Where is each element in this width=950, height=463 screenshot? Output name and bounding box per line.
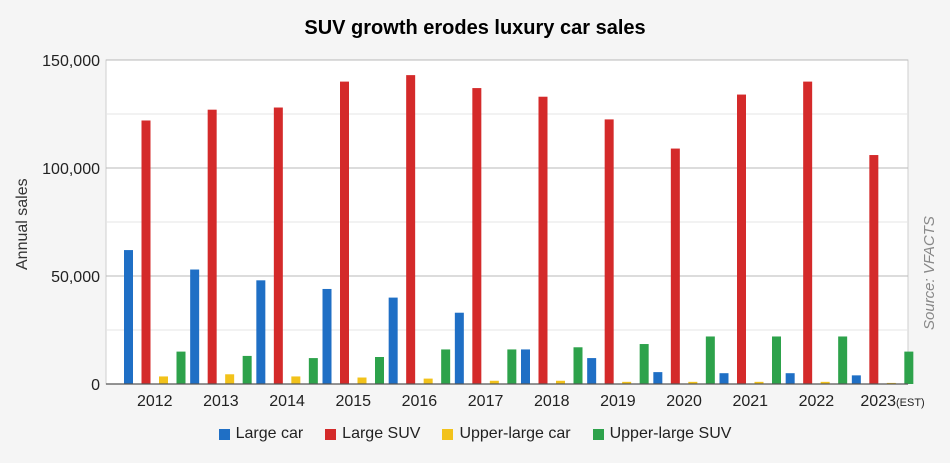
- bar-large-suv-2015: [340, 81, 349, 384]
- bar-upper-large-car-2022: [820, 381, 830, 384]
- x-tick-label: 2014: [269, 393, 305, 410]
- x-tick-label: 2023(EST): [860, 393, 924, 410]
- bar-upper-large-car-2021: [754, 381, 764, 384]
- bar-large-suv-2018: [538, 96, 548, 384]
- bar-large-car-2016: [388, 297, 398, 384]
- y-tick-label: 150,000: [42, 53, 100, 70]
- legend-label: Large car: [235, 425, 304, 442]
- bar-large-suv-2020: [670, 148, 680, 384]
- bar-upper-large-suv-2015: [375, 357, 384, 384]
- bar-large-suv-2022: [803, 81, 813, 384]
- bar-large-suv-2012: [141, 120, 151, 384]
- bar-large-suv-2017: [472, 88, 482, 384]
- bar-upper-large-suv-2013: [242, 355, 252, 384]
- bar-large-suv-2014: [273, 107, 283, 385]
- bar-large-suv-2019: [604, 119, 614, 385]
- bar-upper-large-suv-2017: [507, 349, 517, 384]
- bar-large-suv-2016: [406, 75, 416, 385]
- y-tick-label: 100,000: [42, 161, 100, 178]
- legend-swatch: [592, 428, 604, 440]
- bar-upper-large-suv-2021: [772, 336, 781, 384]
- legend-label: Upper-large SUV: [609, 425, 732, 442]
- bar-large-car-2020: [653, 372, 663, 384]
- bar-upper-large-suv-2018: [573, 347, 583, 384]
- bar-large-suv-2013: [207, 109, 217, 385]
- source-note: Source: VFACTS: [921, 216, 938, 330]
- bar-upper-large-suv-2022: [838, 336, 848, 384]
- legend-swatch: [218, 428, 230, 440]
- bar-large-car-2022: [785, 373, 795, 384]
- bar-large-car-2014: [256, 280, 266, 384]
- bar-large-suv-2021: [737, 94, 746, 384]
- bar-upper-large-suv-2020: [705, 336, 715, 384]
- bar-upper-large-car-2013: [225, 374, 235, 384]
- x-tick-label: 2019: [600, 393, 636, 410]
- x-tick-label: 2017: [468, 393, 504, 410]
- bar-large-car-2013: [190, 269, 200, 384]
- legend-swatch: [442, 428, 454, 440]
- bar-upper-large-car-2014: [291, 376, 301, 384]
- bar-large-suv-2023: [869, 155, 879, 384]
- bar-upper-large-suv-2016: [441, 349, 451, 384]
- legend-label: Large SUV: [342, 425, 421, 442]
- bar-large-car-2023: [851, 375, 861, 384]
- bar-upper-large-suv-2019: [639, 344, 649, 384]
- bar-upper-large-suv-2012: [176, 351, 186, 384]
- x-tick-label: 2013: [203, 393, 239, 410]
- bar-upper-large-car-2015: [357, 377, 367, 384]
- bar-upper-large-car-2016: [423, 378, 433, 384]
- legend-item: Large SUV: [325, 425, 420, 443]
- legend-item: Large car: [218, 425, 304, 443]
- bar-large-car-2017: [454, 312, 464, 384]
- bar-upper-large-car-2019: [622, 381, 632, 384]
- x-tick-label: 2021: [732, 393, 768, 410]
- x-tick-label: 2015: [335, 393, 371, 410]
- bar-large-car-2012: [124, 250, 133, 384]
- bar-upper-large-suv-2014: [308, 358, 318, 384]
- legend-item: Upper-large SUV: [592, 425, 732, 443]
- legend-item: Upper-large car: [442, 425, 571, 443]
- bar-upper-large-car-2017: [489, 380, 499, 384]
- bar-upper-large-car-2018: [556, 380, 565, 384]
- legend: Large car Large SUV Upper-large car Upper-l…: [0, 425, 950, 443]
- bar-large-car-2015: [322, 288, 332, 384]
- legend-swatch: [325, 428, 337, 440]
- x-tick-label: 2012: [137, 393, 173, 410]
- legend-label: Upper-large car: [459, 425, 571, 442]
- chart-title: SUV growth erodes luxury car sales: [304, 17, 646, 39]
- y-tick-label: 50,000: [51, 269, 100, 286]
- bar-large-car-2018: [521, 349, 530, 384]
- bar-large-car-2021: [719, 373, 729, 384]
- bar-upper-large-suv-2023: [904, 351, 914, 384]
- y-tick-label: 0: [91, 377, 100, 394]
- bar-large-car-2019: [587, 358, 597, 384]
- bar-upper-large-car-2012: [159, 376, 168, 384]
- x-tick-label: 2020: [666, 393, 702, 410]
- x-tick-label: 2022: [799, 393, 835, 410]
- bar-upper-large-car-2020: [688, 381, 698, 384]
- x-tick-label: 2018: [534, 393, 570, 410]
- x-tick-label: 2016: [402, 393, 438, 410]
